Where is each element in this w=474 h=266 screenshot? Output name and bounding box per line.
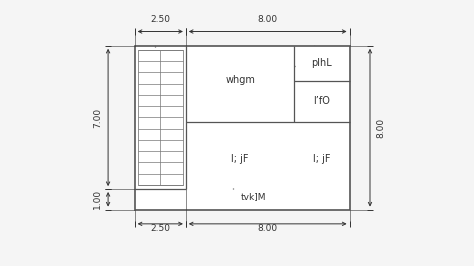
Text: whgm: whgm [225,74,255,85]
Text: 8.00: 8.00 [258,15,278,24]
Text: 2.50: 2.50 [150,224,170,233]
Text: l; jF: l; jF [231,154,249,164]
Bar [135,46,349,210]
Text: l; jF: l; jF [313,154,331,164]
Text: l’fO: l’fO [313,96,330,106]
Bar [138,50,183,185]
Text: 2.50: 2.50 [150,15,170,24]
Text: 7.00: 7.00 [93,107,102,127]
Text: plhL: plhL [311,58,332,68]
Text: tvk]M: tvk]M [241,192,266,201]
Text: 1.00: 1.00 [93,189,102,209]
Text: 8.00: 8.00 [376,118,385,138]
Text: 8.00: 8.00 [258,224,278,233]
